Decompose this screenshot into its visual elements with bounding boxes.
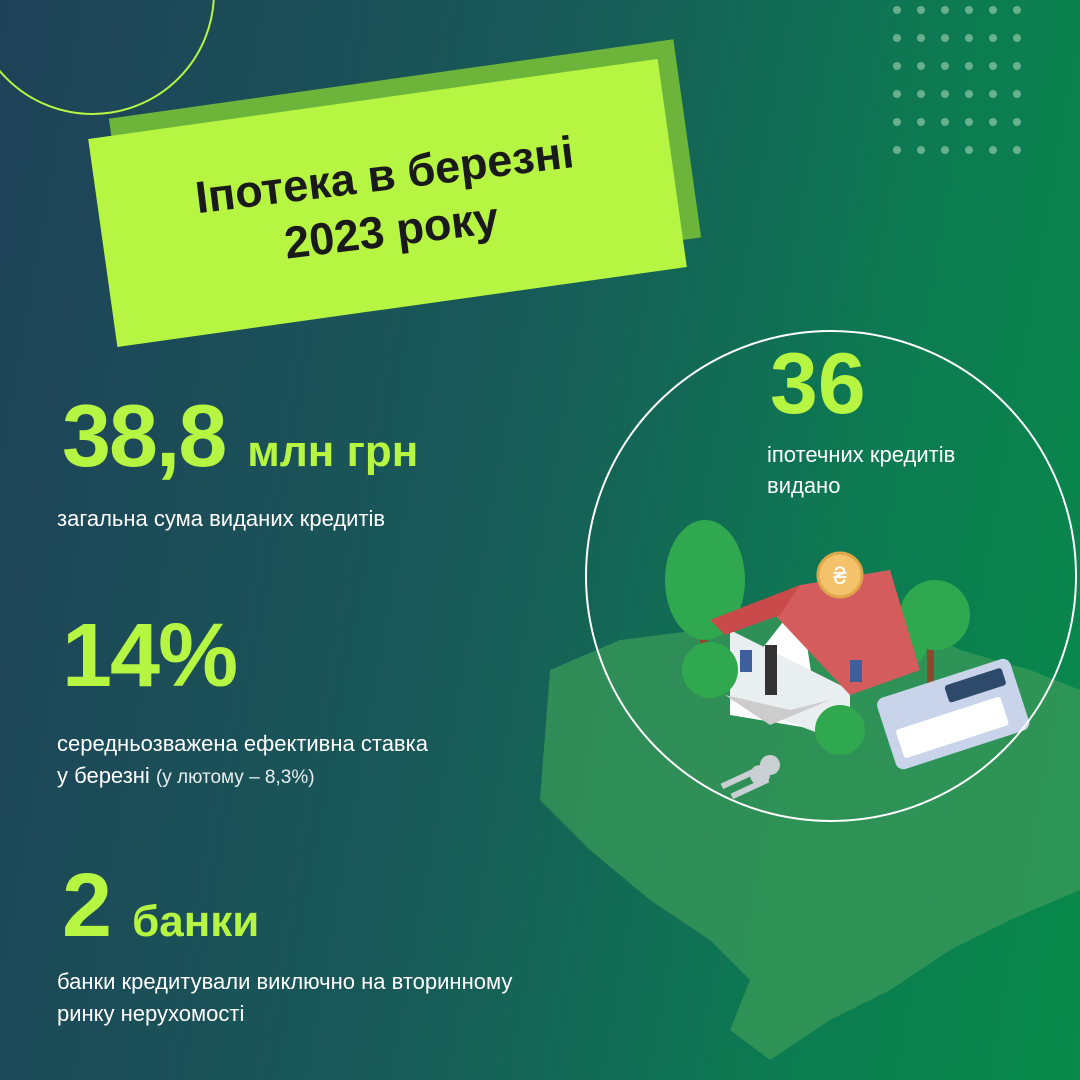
decorative-dot-grid [893,6,1021,154]
dot [989,90,997,98]
stat-banks: 2 банки [62,855,259,958]
stat-value: 14% [62,606,238,706]
stat-rate: 14% [62,605,238,708]
dot [965,6,973,14]
title-banner: Іпотека в березні 2023 року [88,59,687,347]
dot [965,62,973,70]
dot [917,146,925,154]
dot [941,90,949,98]
stat-value: 38,8 [62,386,227,485]
dot [989,118,997,126]
highlight-circle [585,330,1077,822]
dot [941,118,949,126]
dot [917,90,925,98]
dot [893,118,901,126]
stat-description: загальна сума виданих кредитів [57,506,386,531]
dot [989,6,997,14]
loans-count: 36 [770,336,866,432]
dot [989,146,997,154]
dot [965,146,973,154]
stat-description: банки кредитували виключно на вторинному… [57,966,512,1030]
stat-description-line2: ринку нерухомості [57,1000,245,1026]
stat-value: 2 [62,856,112,956]
dot [1013,118,1021,126]
dot [917,6,925,14]
loans-description-line2: видано [767,472,841,498]
dot [989,62,997,70]
loans-description-line1: іпотечних кредитів [767,442,956,467]
stat-note: (у лютому – 8,3%) [155,766,315,788]
dot [965,34,973,42]
loans-description: іпотечних кредитів видано [767,440,955,502]
dot [893,90,901,98]
stat-description-line1: банки кредитували виключно на вторинному [57,969,513,994]
dot [965,90,973,98]
dot [893,6,901,14]
stat-unit: млн грн [247,427,419,476]
stat-description-line2: у березні [57,762,150,788]
dot [941,62,949,70]
dot [1013,146,1021,154]
dot [917,118,925,126]
dot [917,62,925,70]
dot [941,146,949,154]
page-title: Іпотека в березні 2023 року [191,125,577,269]
dot [1013,34,1021,42]
stat-description: середньозважена ефективна ставка у берез… [57,728,428,792]
dot [893,146,901,154]
decorative-ring [0,0,215,115]
dot [893,62,901,70]
dot [1013,6,1021,14]
stat-total-amount: 38,8 млн грн [62,385,418,487]
stat-unit: банки [132,897,260,946]
dot [917,34,925,42]
dot [941,6,949,14]
dot [941,34,949,42]
stat-description-line1: середньозважена ефективна ставка [57,731,428,756]
dot [989,34,997,42]
dot [893,34,901,42]
dot [1013,62,1021,70]
dot [965,118,973,126]
dot [1013,90,1021,98]
